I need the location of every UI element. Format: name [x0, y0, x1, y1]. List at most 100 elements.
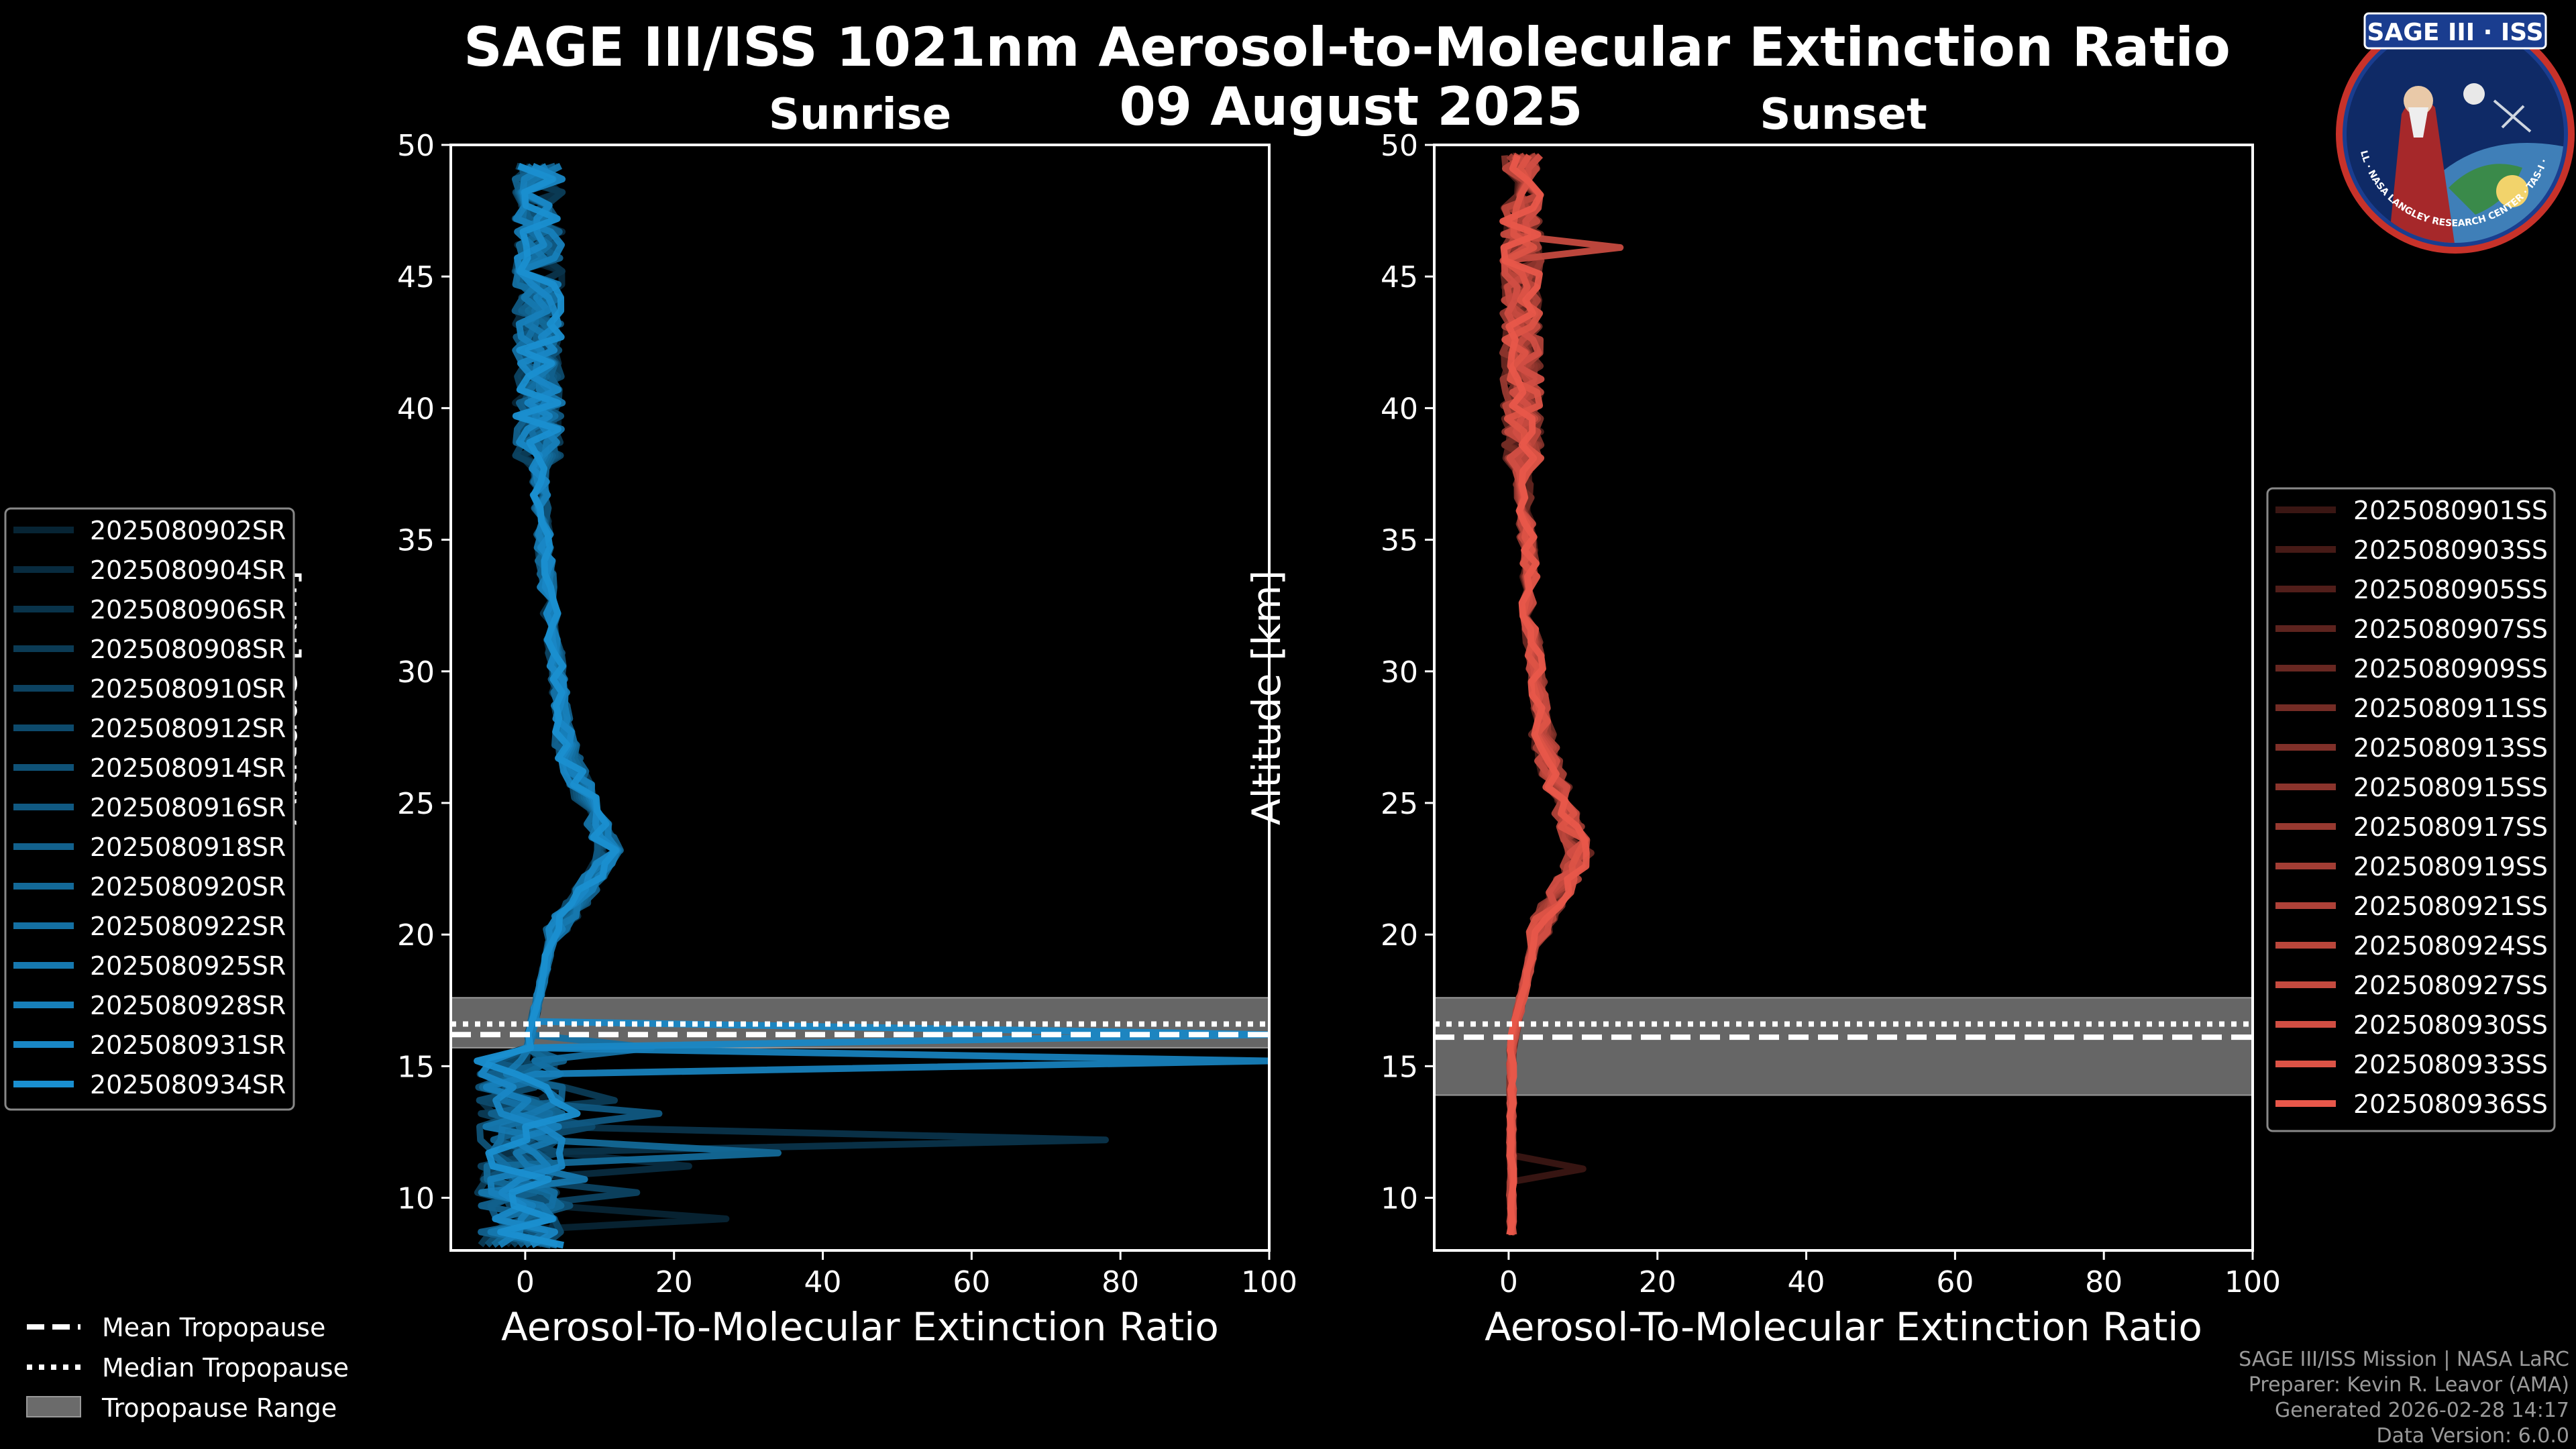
sunset-xtick-label-80: 80	[2085, 1265, 2123, 1299]
sunrise-xtick-label-0: 0	[516, 1265, 535, 1299]
legend-label-2025080905SS: 2025080905SS	[2353, 575, 2548, 604]
sunset-x-axis-label: Aerosol-To-Molecular Extinction Ratio	[1485, 1304, 2202, 1350]
footer-data-version: Data Version: 6.0.0	[2377, 1424, 2569, 1448]
series-line-2025080928SR	[482, 163, 1269, 1248]
sunset-ytick-label-30: 30	[1381, 655, 1418, 690]
footer-preparer: Preparer: Kevin R. Leavor (AMA)	[2249, 1373, 2569, 1397]
sunrise-xtick-label-100: 100	[1241, 1265, 1297, 1299]
legend-label-2025080936SS: 2025080936SS	[2353, 1089, 2548, 1119]
sunrise-xtick-label-80: 80	[1102, 1265, 1139, 1299]
sunset-panel: Sunset 0 20 40 60 80 100 10 15 20 25 30 35 40 45 50 Aero…	[1244, 90, 2281, 1350]
legend-label-2025080925SR: 2025080925SR	[90, 951, 286, 981]
legend-label-2025080917SS: 2025080917SS	[2353, 812, 2548, 842]
legend-label-2025080928SR: 2025080928SR	[90, 991, 286, 1020]
sunrise-ytick-label-20: 20	[397, 918, 435, 953]
sunrise-ytick-label-25: 25	[397, 787, 435, 821]
sunset-panel-title: Sunset	[1760, 90, 1927, 140]
sunset-ytick-label-35: 35	[1381, 524, 1418, 558]
legend-label-2025080924SS: 2025080924SS	[2353, 931, 2548, 961]
tropopause-legend: Mean Tropopause Median Tropopause Tropop…	[26, 1313, 349, 1423]
legend-label-2025080916SR: 2025080916SR	[90, 793, 286, 822]
sunset-tropopause-range	[1434, 997, 2253, 1096]
sunset-plot-area	[1434, 152, 2253, 1236]
sunrise-xtick-label-20: 20	[655, 1265, 693, 1299]
legend-label-2025080906SR: 2025080906SR	[90, 595, 286, 625]
sunset-y-axis-label: Altitude [km]	[1244, 570, 1289, 825]
logo-banner	[2363, 12, 2547, 50]
chart-title: SAGE III/ISS 1021nm Aerosol-to-Molecular…	[464, 16, 2231, 78]
legend-label-2025080907SS: 2025080907SS	[2353, 614, 2548, 644]
legend-label-2025080933SS: 2025080933SS	[2353, 1050, 2548, 1079]
sunset-ytick-label-15: 15	[1381, 1050, 1418, 1084]
legend-label-2025080904SR: 2025080904SR	[90, 555, 286, 585]
legend-label-2025080919SS: 2025080919SS	[2353, 852, 2548, 881]
sunset-xtick-label-100: 100	[2224, 1265, 2281, 1299]
legend-label-2025080918SR: 2025080918SR	[90, 833, 286, 862]
legend-label-2025080915SS: 2025080915SS	[2353, 773, 2548, 802]
sunrise-ytick-label-30: 30	[397, 655, 435, 690]
sunset-xtick-label-20: 20	[1639, 1265, 1676, 1299]
legend-label-2025080909SS: 2025080909SS	[2353, 654, 2548, 684]
footer-generated: Generated 2026-02-28 14:17	[2275, 1399, 2569, 1422]
legend-label-2025080934SR: 2025080934SR	[90, 1070, 286, 1099]
sunset-ytick-label-50: 50	[1381, 129, 1418, 163]
logo-moon	[2463, 83, 2485, 105]
legend-label-2025080920SR: 2025080920SR	[90, 872, 286, 902]
sunrise-x-axis-label: Aerosol-To-Molecular Extinction Ratio	[501, 1304, 1219, 1350]
logo-title: SAGE III · ISS	[2367, 19, 2543, 46]
sunrise-axes-frame	[449, 144, 1271, 1252]
sunrise-legend-frame	[4, 507, 295, 1111]
legend-label-2025080902SR: 2025080902SR	[90, 516, 286, 545]
legend-label-2025080911SS: 2025080911SS	[2353, 694, 2548, 723]
sunset-ytick-label-25: 25	[1381, 787, 1418, 821]
series-line-2025080922SR	[488, 163, 655, 1248]
sunset-xtick-label-40: 40	[1788, 1265, 1825, 1299]
sunset-ytick-label-10: 10	[1381, 1182, 1418, 1216]
legend-label-2025080913SS: 2025080913SS	[2353, 733, 2548, 763]
sunrise-xtick-label-60: 60	[953, 1265, 990, 1299]
median-tropopause-label: Median Tropopause	[102, 1353, 349, 1383]
sunrise-ytick-label-15: 15	[397, 1050, 435, 1084]
legend-label-2025080903SS: 2025080903SS	[2353, 535, 2548, 565]
series-line-2025080934SR	[474, 162, 619, 1249]
logo-sun	[2496, 175, 2528, 207]
mean-tropopause-label: Mean Tropopause	[102, 1313, 325, 1342]
sunset-ytick-label-40: 40	[1381, 392, 1418, 426]
series-line-2025080906SR	[477, 163, 1109, 1248]
sunrise-ytick-label-50: 50	[397, 129, 435, 163]
tropopause-range-swatch	[26, 1396, 81, 1417]
logo-continent	[2449, 164, 2522, 215]
logo-beard	[2408, 107, 2428, 138]
sunset-xtick-label-0: 0	[1499, 1265, 1518, 1299]
sunset-ytick-label-45: 45	[1381, 260, 1418, 294]
legend-label-2025080908SR: 2025080908SR	[90, 635, 286, 664]
legend-label-2025080912SR: 2025080912SR	[90, 714, 286, 743]
logo-space-station	[2493, 99, 2532, 133]
legend-label-2025080931SR: 2025080931SR	[90, 1030, 286, 1060]
sunset-xtick-label-60: 60	[1936, 1265, 1974, 1299]
legend-label-2025080914SR: 2025080914SR	[90, 753, 286, 783]
legend-label-2025080910SR: 2025080910SR	[90, 674, 286, 704]
sunrise-panel-title: Sunrise	[769, 90, 951, 140]
sunrise-ytick-label-45: 45	[397, 260, 435, 294]
legend-label-2025080927SS: 2025080927SS	[2353, 971, 2548, 1000]
sunrise-plot-area	[451, 162, 1269, 1249]
sunrise-ytick-label-35: 35	[397, 524, 435, 558]
sunrise-ytick-label-10: 10	[397, 1182, 435, 1216]
chart-date: 09 August 2025	[1120, 77, 1583, 138]
sunrise-ytick-label-40: 40	[397, 392, 435, 426]
series-line-2025080931SR	[478, 162, 1269, 1248]
footer-mission: SAGE III/ISS Mission | NASA LaRC	[2239, 1348, 2569, 1371]
legend-label-2025080930SS: 2025080930SS	[2353, 1010, 2548, 1040]
legend-label-2025080921SS: 2025080921SS	[2353, 892, 2548, 921]
logo-astronomer	[2388, 99, 2455, 243]
sunset-ytick-label-20: 20	[1381, 918, 1418, 953]
sunrise-legend: 2025080902SR 2025080904SR 2025080906SR 2025…	[4, 507, 295, 1111]
legend-label-2025080922SR: 2025080922SR	[90, 912, 286, 941]
sunset-legend: 2025080901SS 2025080903SS 2025080905SS 2025…	[2266, 487, 2556, 1132]
sunrise-panel: Sunrise 0 20 40 60 80 100 10 15 20 25 30 35 40 45 50 Aer…	[260, 90, 1297, 1350]
sunset-axes-frame	[1433, 144, 2254, 1252]
tropopause-range-label: Tropopause Range	[101, 1393, 337, 1423]
sunrise-xtick-label-40: 40	[804, 1265, 842, 1299]
